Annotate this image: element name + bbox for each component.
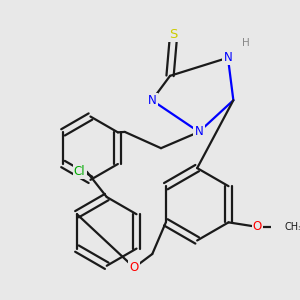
Text: O: O xyxy=(130,261,139,274)
Text: O: O xyxy=(253,220,262,233)
Text: Cl: Cl xyxy=(74,165,85,178)
Text: H: H xyxy=(242,38,250,48)
Text: S: S xyxy=(169,28,178,41)
Text: N: N xyxy=(195,125,203,138)
Text: CH₃: CH₃ xyxy=(285,222,300,232)
Text: N: N xyxy=(148,94,156,107)
Text: N: N xyxy=(224,51,232,64)
